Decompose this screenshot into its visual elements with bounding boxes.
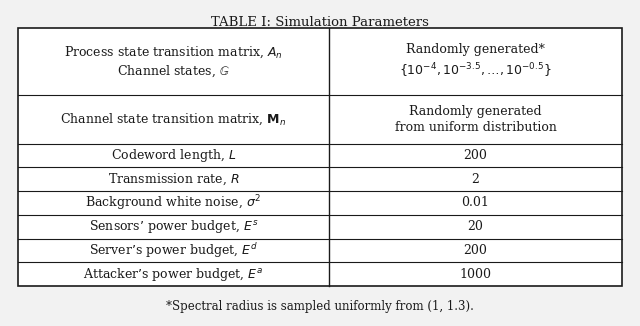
Text: 0.01: 0.01 — [461, 197, 490, 209]
Text: Channel state transition matrix, $\mathbf{M}_n$: Channel state transition matrix, $\mathb… — [60, 111, 287, 127]
Text: Codeword length, $L$: Codeword length, $L$ — [111, 147, 236, 164]
Text: Background white noise, $\sigma^2$: Background white noise, $\sigma^2$ — [85, 193, 262, 213]
Text: 200: 200 — [463, 244, 488, 257]
Bar — [18, 28, 622, 286]
Text: 200: 200 — [463, 149, 488, 162]
Text: Process state transition matrix, $A_n$
Channel states, $\mathbb{G}$: Process state transition matrix, $A_n$ C… — [64, 44, 283, 79]
Text: 1000: 1000 — [460, 268, 492, 281]
Text: Randomly generated
from uniform distribution: Randomly generated from uniform distribu… — [395, 105, 556, 134]
Text: 20: 20 — [468, 220, 483, 233]
Text: Transmission rate, $R$: Transmission rate, $R$ — [108, 171, 239, 187]
Text: TABLE I: Simulation Parameters: TABLE I: Simulation Parameters — [211, 16, 429, 29]
Text: Sensors’ power budget, $E^s$: Sensors’ power budget, $E^s$ — [89, 218, 258, 235]
Text: Attacker’s power budget, $E^a$: Attacker’s power budget, $E^a$ — [83, 266, 264, 283]
Text: 2: 2 — [472, 173, 479, 186]
Text: Randomly generated*
$\{10^{-4}, 10^{-3.5}, \ldots, 10^{-0.5}\}$: Randomly generated* $\{10^{-4}, 10^{-3.5… — [399, 43, 552, 80]
Text: *Spectral radius is sampled uniformly from (1, 1.3).: *Spectral radius is sampled uniformly fr… — [166, 300, 474, 313]
Text: Server’s power budget, $E^d$: Server’s power budget, $E^d$ — [89, 241, 258, 260]
